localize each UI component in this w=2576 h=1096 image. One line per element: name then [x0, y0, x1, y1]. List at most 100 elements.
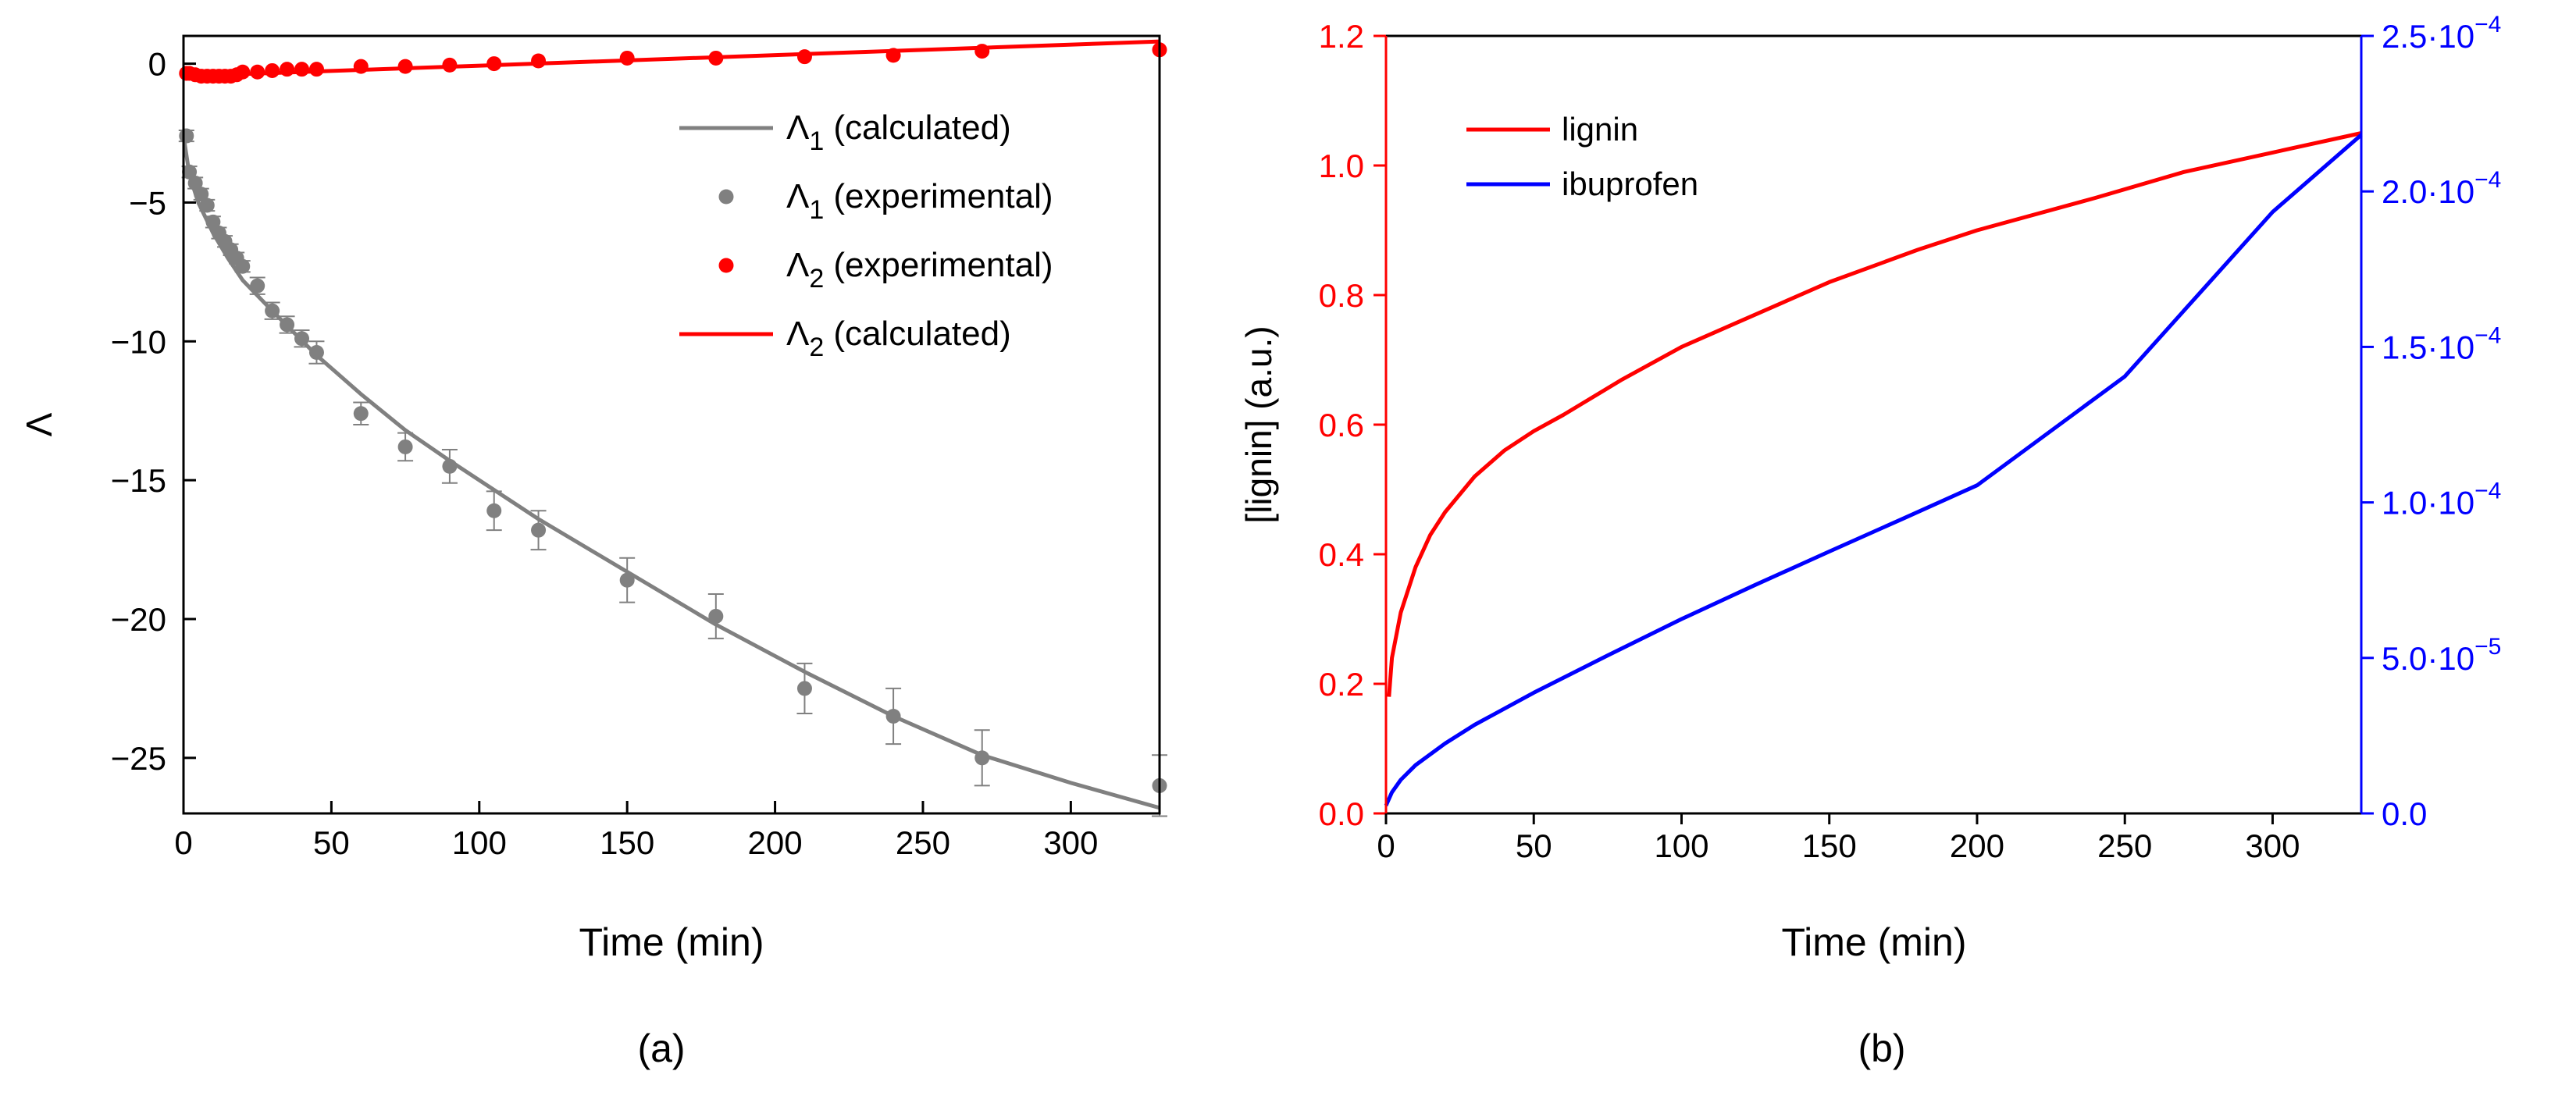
a-x-ticks: 0 50 100 150 200 250 300 [174, 801, 1098, 861]
b-right-tick-exponent: −4 [2474, 12, 2501, 37]
a-x-tick-label: 200 [748, 824, 803, 861]
b-legend-label-lignin: lignin [1562, 111, 1638, 148]
b-left-tick-label: 0.4 [1319, 536, 1364, 573]
a-point-lambda1 [796, 681, 812, 696]
a-y-tick-label: −15 [111, 462, 166, 499]
a-point-lambda2 [280, 62, 295, 77]
b-left-tick-label: 0.0 [1319, 795, 1364, 832]
a-point-lambda2 [486, 56, 502, 72]
b-line-ibuprofen [1384, 133, 2363, 807]
b-left-tick-label: 1.0 [1319, 148, 1364, 184]
chart-panel-b: 0.00.20.40.60.81.01.2 0.05.0·10−51.0·10−… [1238, 12, 2501, 1070]
b-right-tick-exponent: −4 [2474, 167, 2501, 193]
b-right-tick-label: 2.0·10−4 [2382, 167, 2501, 210]
a-point-lambda2 [796, 49, 812, 65]
b-left-y-ticks: 0.0 0.2 0.4 0.6 0.8 1.0 1.2 [1319, 18, 1386, 832]
b-data-layer [1384, 131, 2363, 807]
a-point-lambda2 [708, 50, 724, 66]
b-x-tick-label: 0 [1377, 827, 1395, 864]
a-legend-subscript: 1 [809, 126, 824, 156]
a-point-lambda1 [280, 317, 295, 333]
a-point-lambda2 [974, 44, 990, 59]
chart-panel-a: 0 −5 −10 −15 −20 −25 0 50 100 150 200 250 300 Λ Tim… [19, 34, 1167, 1070]
a-point-lambda1 [235, 258, 251, 274]
b-legend: lignin ibuprofen [1466, 111, 1698, 202]
a-legend-symbol: Λ [786, 177, 810, 215]
a-point-lambda1 [974, 750, 990, 766]
b-left-tick-label: 0.8 [1319, 277, 1364, 314]
b-right-tick-exponent: −5 [2474, 634, 2501, 660]
a-point-lambda2 [235, 64, 251, 80]
a-line--1-calculated- [181, 135, 1160, 810]
b-right-tick-mantissa: 2.5·10 [2382, 18, 2474, 55]
b-x-tick-label: 250 [2097, 827, 2152, 864]
a-legend-label: Λ2 (experimental) [786, 246, 1053, 294]
a-line--2-calculated- [183, 39, 1160, 79]
a-legend-text: (calculated) [833, 109, 1010, 147]
b-right-y-ticks: 0.05.0·10−51.0·10−41.5·10−42.0·10−42.5·1… [2361, 12, 2501, 832]
a-point-lambda1 [179, 128, 194, 144]
a-x-tick-label: 150 [600, 824, 654, 861]
a-legend-text: (experimental) [833, 177, 1053, 215]
a-y-tick-label: −10 [111, 323, 166, 360]
a-point-lambda1 [619, 572, 635, 588]
a-point-lambda1 [205, 214, 221, 230]
b-y-axis-label: [lignin] (a.u.) [1238, 326, 1279, 523]
a-y-tick-label: −25 [111, 740, 166, 777]
b-left-tick-label: 0.2 [1319, 666, 1364, 703]
b-right-tick-mantissa: 0.0 [2382, 795, 2427, 832]
a-legend-marker-swatch [718, 258, 734, 273]
a-point-lambda1 [442, 458, 458, 474]
a-y-axis-label: Λ [19, 412, 59, 436]
a-point-lambda2 [353, 59, 369, 74]
a-data-layer [178, 39, 1167, 817]
a-legend-label: Λ2 (calculated) [786, 315, 1011, 362]
a-point-lambda2 [265, 62, 280, 78]
a-point-lambda1 [486, 503, 502, 518]
a-x-axis-label: Time (min) [579, 920, 764, 964]
a-legend-subscript: 2 [809, 333, 824, 362]
a-y-tick-label: −20 [111, 601, 166, 638]
b-right-tick-exponent: −4 [2474, 322, 2501, 348]
b-right-tick-mantissa: 2.0·10 [2382, 173, 2474, 210]
a-point-lambda1 [294, 331, 310, 347]
a-legend: Λ1 (calculated)Λ1 (experimental)Λ2 (experim… [679, 109, 1053, 362]
a-legend-symbol: Λ [786, 109, 810, 147]
a-point-lambda1 [187, 176, 203, 191]
b-x-tick-label: 150 [1802, 827, 1857, 864]
a-y-tick-label: 0 [148, 46, 166, 83]
b-x-axis-label: Time (min) [1781, 920, 1966, 964]
b-right-tick-mantissa: 5.0·10 [2382, 640, 2474, 677]
a-point-lambda2 [885, 48, 901, 63]
a-x-tick-label: 300 [1043, 824, 1098, 861]
a-point-lambda2 [619, 50, 635, 66]
a-x-tick-label: 250 [896, 824, 950, 861]
a-legend-text: (experimental) [833, 246, 1053, 284]
a-point-lambda1 [265, 303, 280, 318]
b-panel-caption: (b) [1858, 1027, 1905, 1070]
a-panel-caption: (a) [637, 1027, 685, 1070]
a-point-lambda2 [308, 62, 324, 77]
a-legend-symbol: Λ [786, 315, 810, 353]
a-point-lambda1 [199, 197, 215, 213]
b-legend-label-ibuprofen: ibuprofen [1562, 165, 1698, 202]
a-point-lambda2 [442, 57, 458, 73]
b-line-lignin [1387, 131, 2362, 697]
a-point-lambda1 [182, 164, 198, 180]
b-left-tick-label: 1.2 [1319, 18, 1364, 55]
a-x-tick-label: 0 [174, 824, 192, 861]
b-right-tick-label: 1.5·10−4 [2382, 322, 2501, 365]
b-x-tick-label: 200 [1950, 827, 2004, 864]
a-x-tick-label: 50 [313, 824, 350, 861]
a-plot-frame [182, 34, 1161, 815]
a-y-tick-label: −5 [129, 184, 166, 221]
a-legend-subscript: 2 [809, 264, 824, 294]
b-right-tick-mantissa: 1.0·10 [2382, 485, 2474, 521]
a-point-lambda1 [250, 278, 265, 294]
a-point-lambda1 [708, 608, 724, 624]
b-right-tick-label: 5.0·10−5 [2382, 634, 2501, 677]
a-x-tick-label: 100 [452, 824, 507, 861]
a-point-lambda1 [397, 439, 413, 454]
a-legend-text: (calculated) [833, 315, 1010, 353]
